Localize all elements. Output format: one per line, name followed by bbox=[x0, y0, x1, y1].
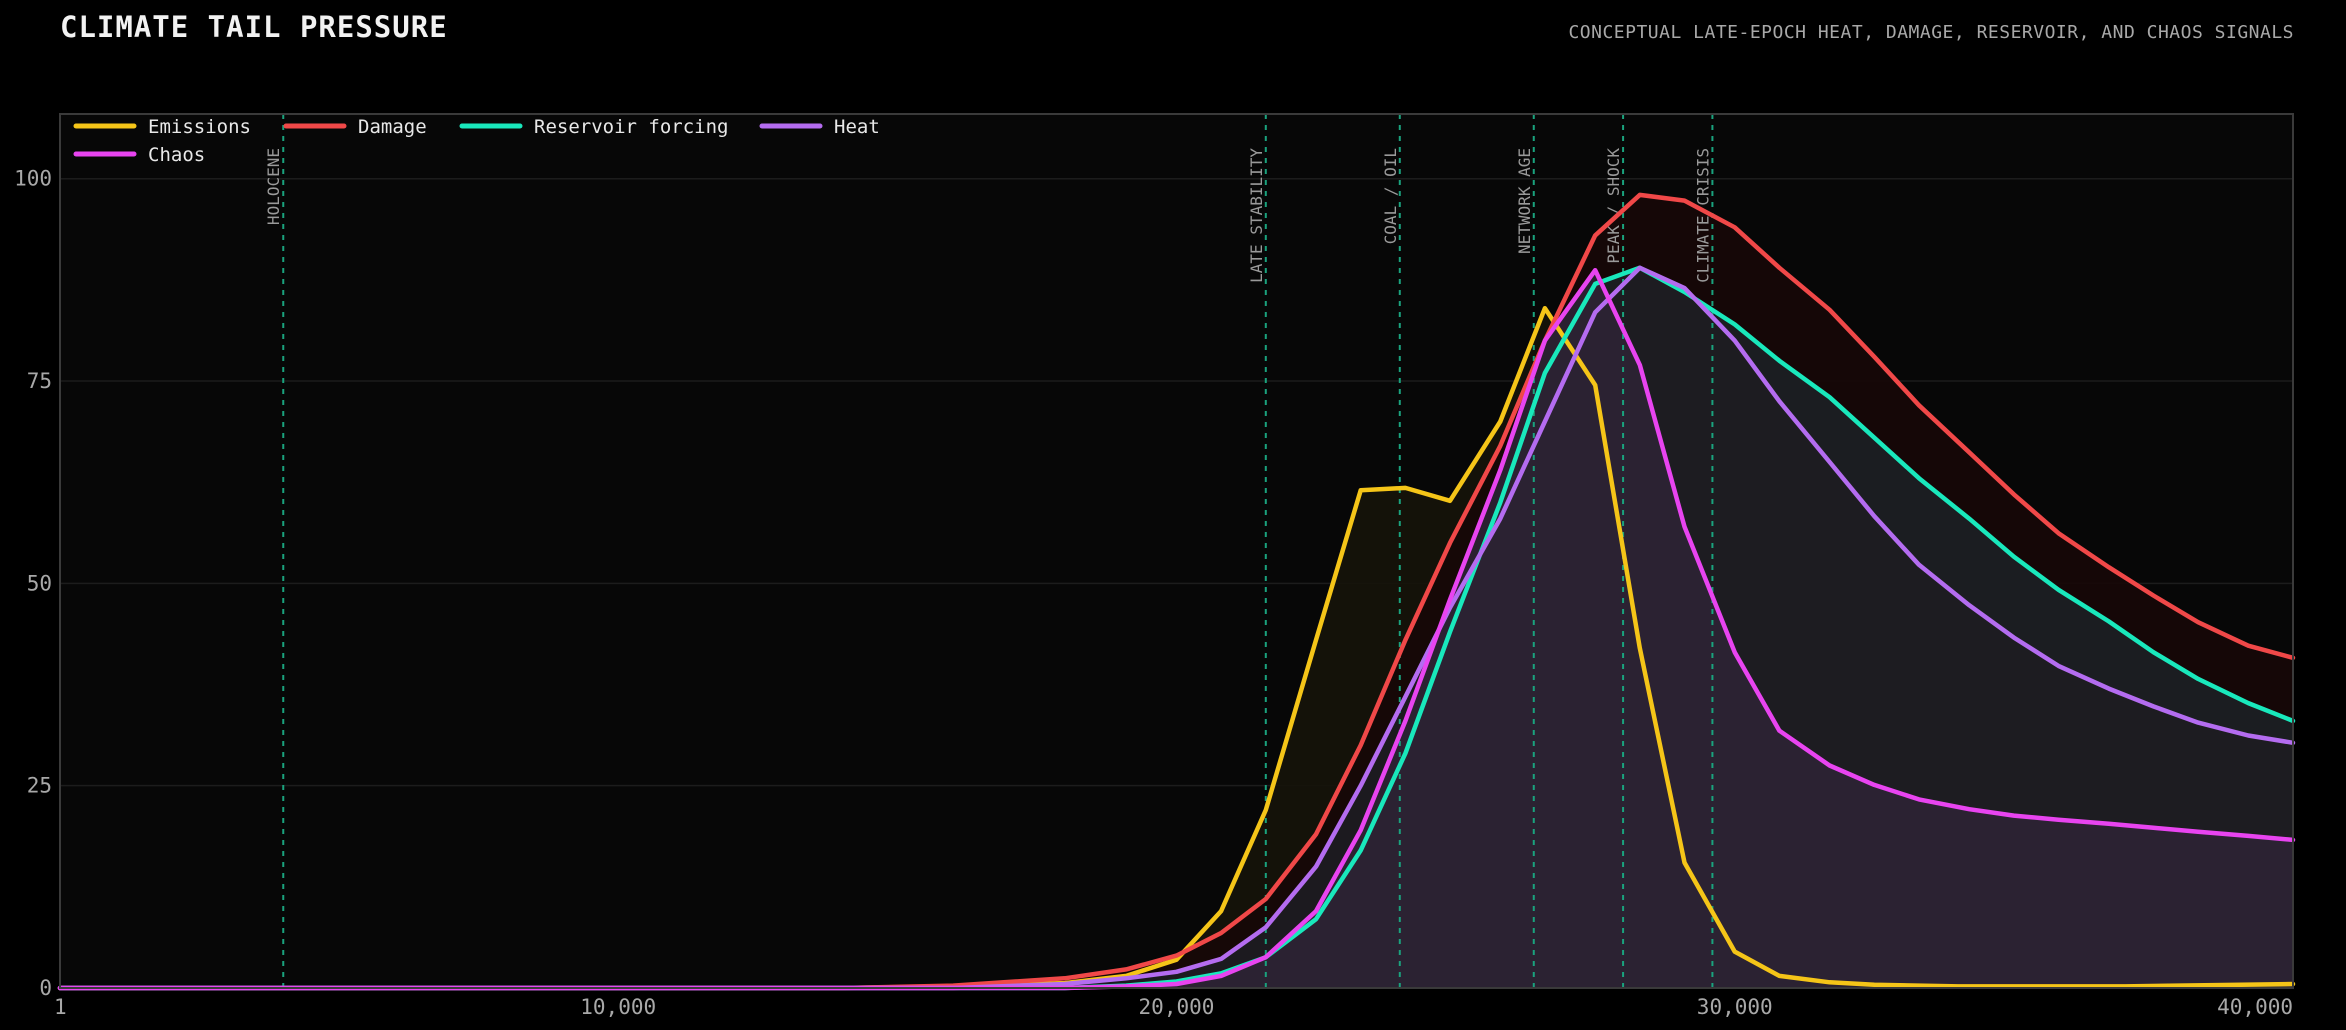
x-tick-label: 30,000 bbox=[1697, 995, 1773, 1019]
era-label: COAL / OIL bbox=[1381, 148, 1400, 244]
era-label: LATE STABILITY bbox=[1247, 148, 1266, 283]
y-tick-label: 0 bbox=[39, 976, 52, 1000]
x-tick-label: 10,000 bbox=[580, 995, 656, 1019]
y-tick-label: 75 bbox=[27, 369, 52, 393]
chart-title: CLIMATE TAIL PRESSURE bbox=[60, 10, 448, 44]
y-tick-label: 50 bbox=[27, 571, 52, 595]
legend-label: Emissions bbox=[148, 116, 251, 138]
plot-frame bbox=[59, 113, 2294, 989]
x-axis-ticks: 1 10,000 20,000 30,000 40,000 bbox=[54, 995, 2293, 1019]
y-axis-ticks: 0 25 50 75 100 bbox=[14, 167, 52, 1000]
chart-subtitle: CONCEPTUAL LATE-EPOCH HEAT, DAMAGE, RESE… bbox=[1568, 22, 2294, 43]
x-tick-label: 40,000 bbox=[2217, 995, 2293, 1019]
line-damage bbox=[57, 192, 2296, 991]
area-chaos bbox=[60, 270, 2293, 988]
line-heat bbox=[57, 265, 2296, 991]
y-tick-label: 100 bbox=[14, 167, 52, 191]
legend-label: Chaos bbox=[148, 144, 205, 166]
legend-label: Heat bbox=[834, 116, 880, 138]
era-label: NETWORK AGE bbox=[1515, 148, 1534, 254]
era-markers: HOLOCENE LATE STABILITY COAL / OIL NETWORK … bbox=[264, 114, 1714, 988]
legend-label: Damage bbox=[358, 116, 427, 138]
era-label: HOLOCENE bbox=[264, 148, 283, 225]
x-tick-label: 1 bbox=[54, 995, 67, 1019]
series-lines bbox=[57, 192, 2296, 991]
series-areas bbox=[60, 194, 2293, 988]
legend-label: Reservoir forcing bbox=[534, 116, 728, 138]
y-tick-label: 25 bbox=[27, 774, 52, 798]
legend: Emissions Damage Reservoir forcing Heat Chao… bbox=[73, 116, 880, 166]
x-tick-label: 20,000 bbox=[1139, 995, 1215, 1019]
line-chaos bbox=[57, 267, 2296, 991]
era-label: PEAK / SHOCK bbox=[1604, 148, 1623, 264]
era-label: CLIMATE CRISIS bbox=[1693, 148, 1712, 283]
